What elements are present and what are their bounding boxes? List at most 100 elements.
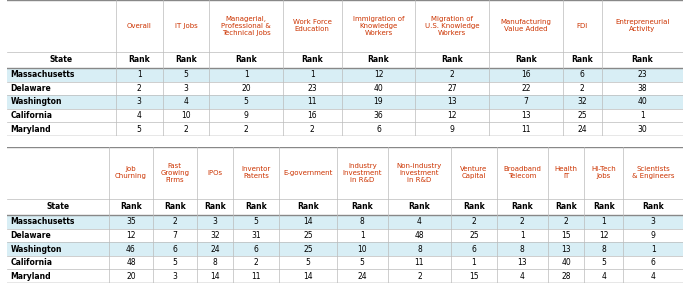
Text: Rank: Rank: [245, 202, 267, 211]
Text: Massachusetts: Massachusetts: [10, 217, 75, 226]
Text: 16: 16: [521, 70, 531, 79]
Text: Rank: Rank: [511, 202, 533, 211]
Text: 4: 4: [520, 272, 525, 281]
Text: 25: 25: [578, 111, 587, 120]
Text: 6: 6: [651, 258, 656, 267]
Text: 2: 2: [254, 258, 259, 267]
Text: 3: 3: [172, 272, 177, 281]
Text: 12: 12: [447, 111, 457, 120]
Text: 15: 15: [469, 272, 479, 281]
Text: 5: 5: [244, 97, 248, 106]
Text: Maryland: Maryland: [10, 125, 51, 134]
Text: FDI: FDI: [577, 23, 588, 29]
Bar: [7, 242, 683, 256]
Text: 24: 24: [210, 245, 219, 254]
Text: 2: 2: [520, 217, 524, 226]
Text: Rank: Rank: [204, 202, 226, 211]
Text: 2: 2: [472, 217, 476, 226]
Text: Rank: Rank: [175, 55, 197, 64]
Text: Immigration of
Knowledge
Workers: Immigration of Knowledge Workers: [353, 16, 404, 36]
Text: 3: 3: [651, 217, 656, 226]
Text: 2: 2: [417, 272, 422, 281]
Text: Rank: Rank: [297, 202, 319, 211]
Text: 4: 4: [651, 272, 656, 281]
Text: 35: 35: [126, 217, 136, 226]
Text: 2: 2: [244, 125, 248, 134]
Text: 14: 14: [303, 217, 313, 226]
Text: 32: 32: [578, 97, 587, 106]
Text: Rank: Rank: [463, 202, 485, 211]
Text: 2: 2: [172, 217, 177, 226]
Text: Venture
Capital: Venture Capital: [460, 166, 488, 179]
Text: Health
IT: Health IT: [555, 166, 578, 179]
Text: 2: 2: [184, 125, 188, 134]
Text: 8: 8: [213, 258, 217, 267]
Text: 13: 13: [518, 258, 527, 267]
Text: Broadband
Telecom: Broadband Telecom: [504, 166, 541, 179]
Text: 2: 2: [564, 217, 569, 226]
Text: 25: 25: [469, 231, 479, 240]
Text: 11: 11: [308, 97, 317, 106]
Text: 11: 11: [521, 125, 531, 134]
Bar: [7, 95, 683, 109]
Text: Rank: Rank: [555, 202, 577, 211]
Text: Non-industry
Investment
in R&D: Non-industry Investment in R&D: [397, 163, 442, 183]
Text: 1: 1: [360, 231, 364, 240]
Text: Rank: Rank: [235, 55, 257, 64]
Text: IT Jobs: IT Jobs: [175, 23, 197, 29]
Text: 4: 4: [602, 272, 607, 281]
Text: Managerial,
Professional &
Technical Jobs: Managerial, Professional & Technical Job…: [221, 16, 271, 36]
Text: 5: 5: [172, 258, 177, 267]
Text: Rank: Rank: [571, 55, 593, 64]
Text: 13: 13: [561, 245, 571, 254]
Text: 5: 5: [137, 125, 141, 134]
Text: 14: 14: [303, 272, 313, 281]
Text: Rank: Rank: [164, 202, 186, 211]
Text: 14: 14: [210, 272, 219, 281]
Text: Massachusetts: Massachusetts: [10, 70, 75, 79]
Text: 2: 2: [580, 84, 584, 93]
Text: 6: 6: [172, 245, 177, 254]
Text: 3: 3: [184, 84, 188, 93]
Bar: [7, 68, 683, 82]
Text: 1: 1: [640, 111, 645, 120]
Text: 7: 7: [172, 231, 177, 240]
Text: 13: 13: [521, 111, 531, 120]
Text: 11: 11: [415, 258, 424, 267]
Text: 7: 7: [524, 97, 529, 106]
Text: 2: 2: [137, 84, 141, 93]
Text: 1: 1: [520, 231, 524, 240]
Text: 23: 23: [308, 84, 317, 93]
Text: Rank: Rank: [302, 55, 323, 64]
Text: Migration of
U.S. Knowledge
Workers: Migration of U.S. Knowledge Workers: [425, 16, 480, 36]
Text: 25: 25: [303, 245, 313, 254]
Bar: [7, 215, 683, 229]
Text: 1: 1: [651, 245, 656, 254]
Text: 31: 31: [251, 231, 261, 240]
Text: 40: 40: [373, 84, 384, 93]
Text: Rank: Rank: [642, 202, 664, 211]
Text: 3: 3: [213, 217, 217, 226]
Text: 20: 20: [126, 272, 136, 281]
Text: Hi-Tech
Jobs: Hi-Tech Jobs: [591, 166, 616, 179]
Text: 6: 6: [580, 70, 584, 79]
Text: 5: 5: [602, 258, 607, 267]
Text: 25: 25: [303, 231, 313, 240]
Text: 24: 24: [357, 272, 367, 281]
Text: 1: 1: [472, 258, 476, 267]
Text: 19: 19: [374, 97, 383, 106]
Text: IPOs: IPOs: [207, 170, 222, 176]
Text: Washington: Washington: [10, 97, 62, 106]
Text: Rank: Rank: [120, 202, 142, 211]
Text: 38: 38: [638, 84, 647, 93]
Text: 27: 27: [447, 84, 457, 93]
Text: 4: 4: [184, 97, 188, 106]
Text: 12: 12: [599, 231, 609, 240]
Text: 2: 2: [310, 125, 315, 134]
Text: E-government: E-government: [284, 170, 333, 176]
Text: 8: 8: [417, 245, 422, 254]
Text: 12: 12: [126, 231, 136, 240]
Text: 1: 1: [602, 217, 606, 226]
Text: 40: 40: [561, 258, 571, 267]
Text: 5: 5: [360, 258, 365, 267]
